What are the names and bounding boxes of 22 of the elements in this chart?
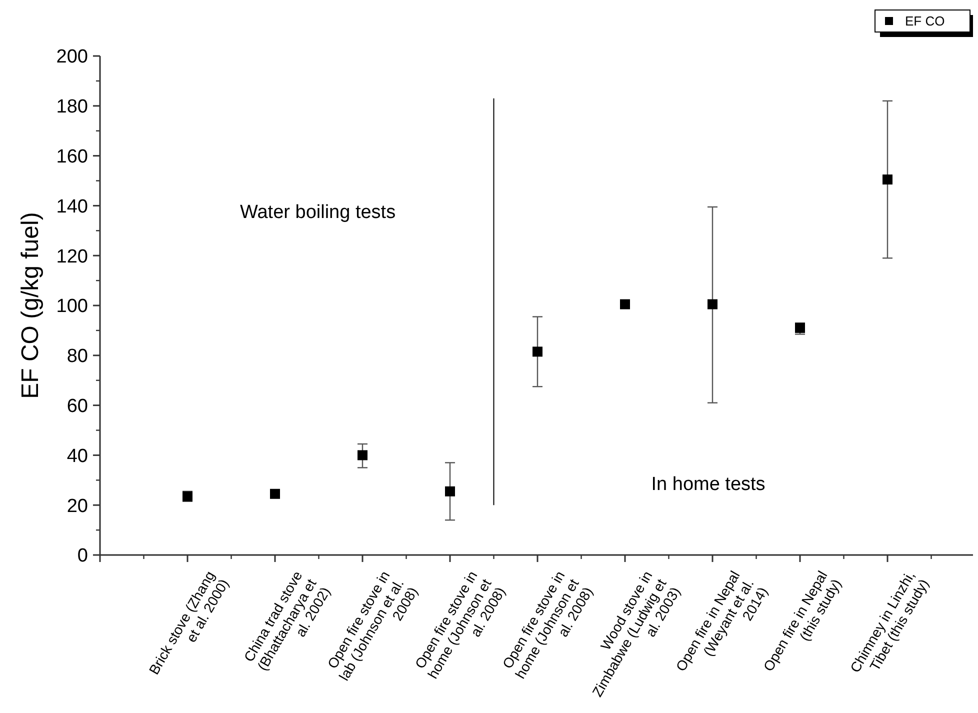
y-tick-label: 200 [56, 46, 88, 68]
point [620, 299, 630, 310]
y-tick-label: 20 [66, 496, 88, 517]
y-tick-label: 0 [77, 546, 88, 567]
point [882, 174, 892, 185]
annotation: Water boiling tests [240, 202, 396, 224]
y-tick-label: 80 [66, 346, 88, 368]
y-tick-label: 140 [56, 196, 88, 218]
y-tick-label: 180 [56, 96, 88, 118]
y-tick-label: 40 [66, 446, 88, 467]
legend-label: EF CO [905, 14, 945, 29]
point [708, 299, 718, 310]
y-axis-title: EF CO (g/kg fuel) [17, 212, 44, 399]
y-tick-label: 160 [56, 146, 88, 168]
y-tick-label: 60 [66, 396, 88, 417]
y-tick-label: 100 [56, 296, 88, 318]
annotation: In home tests [651, 474, 766, 496]
point [445, 486, 455, 496]
point [270, 488, 280, 499]
y-tick-label: 120 [56, 246, 88, 268]
point [532, 346, 542, 357]
point [358, 450, 368, 460]
